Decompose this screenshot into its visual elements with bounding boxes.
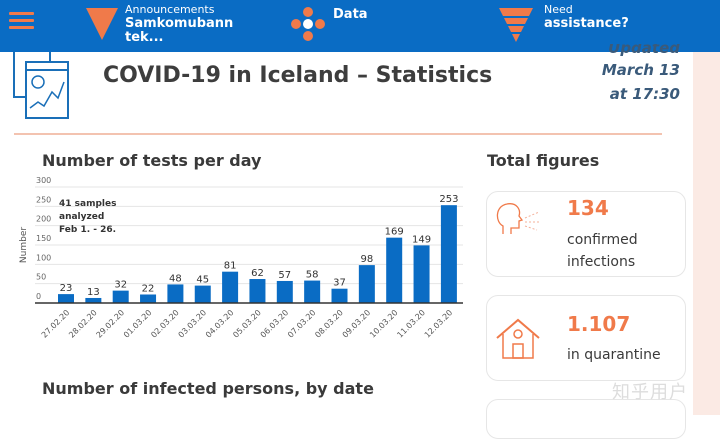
totals-title: Total figures xyxy=(487,151,600,170)
chart-annotation: Feb 1. - 26. xyxy=(59,225,116,235)
assist-top: Need xyxy=(544,3,573,16)
updated-time: at 17:30 xyxy=(609,85,680,103)
data-label: 48 xyxy=(169,273,182,284)
nav-assistance[interactable]: Need assistance? xyxy=(544,3,629,31)
menu-icon[interactable] xyxy=(9,12,34,29)
top-nav: Announcements Samkomubann tek... Data Ne… xyxy=(0,0,720,52)
data-label: Data xyxy=(333,7,368,22)
y-tick-label: 200 xyxy=(36,215,51,224)
data-label: 253 xyxy=(439,194,458,205)
card-quarantine: 1.107 in quarantine xyxy=(486,295,686,381)
data-icon xyxy=(291,7,325,41)
data-label: 45 xyxy=(196,275,209,286)
confirmed-count: 134 xyxy=(567,196,609,220)
watermark: 知乎用户 xyxy=(612,382,688,403)
bar xyxy=(249,279,266,303)
confirmed-label: confirmed infections xyxy=(567,232,638,270)
data-label: 149 xyxy=(412,234,431,245)
bar xyxy=(386,237,403,303)
y-tick-label: 150 xyxy=(36,234,51,243)
nav-announcements[interactable]: Announcements Samkomubann tek... xyxy=(125,3,240,45)
updated-date: March 13 xyxy=(601,61,680,79)
bar xyxy=(331,288,348,303)
right-margin xyxy=(693,0,720,415)
x-tick-label: 29.02.20 xyxy=(95,308,127,340)
card-next xyxy=(486,399,686,439)
chart-title: Number of tests per day xyxy=(42,151,262,170)
card-confirmed-infections: 134 confirmed infections xyxy=(486,191,686,277)
assistance-icon xyxy=(499,8,533,42)
y-tick-label: 250 xyxy=(36,195,51,204)
x-tick-label: 04.03.20 xyxy=(204,308,236,340)
x-tick-label: 07.03.20 xyxy=(286,308,318,340)
y-axis-label: Number xyxy=(19,227,29,263)
data-label: 32 xyxy=(114,280,127,291)
updated-timestamp: Updated March 13 at 17:30 xyxy=(590,44,680,106)
data-label: 98 xyxy=(360,254,373,265)
nav-data[interactable]: Data xyxy=(333,8,368,22)
bar xyxy=(194,285,211,303)
bar xyxy=(112,290,129,303)
bar xyxy=(413,245,430,303)
x-tick-label: 01.03.20 xyxy=(122,308,154,340)
updated-label: Updated xyxy=(608,44,680,57)
bar xyxy=(304,280,321,303)
x-tick-label: 02.03.20 xyxy=(149,308,181,340)
page-title: COVID-19 in Iceland – Statistics xyxy=(103,63,493,88)
x-tick-label: 03.03.20 xyxy=(177,308,209,340)
bar xyxy=(140,294,157,303)
tests-per-day-chart: 0 50 100 150 200 250 300 Number 41 samples analyz… xyxy=(19,176,463,340)
y-tick-label: 50 xyxy=(36,273,46,282)
bar xyxy=(58,294,74,303)
x-tick-label: 12.03.20 xyxy=(423,308,455,340)
x-tick-label: 09.03.20 xyxy=(341,308,373,340)
chart-annotation: analyzed xyxy=(59,212,104,222)
assist-bottom: assistance? xyxy=(544,16,629,31)
person-coughing-icon xyxy=(496,203,541,234)
chart-annotation: 41 samples xyxy=(59,199,116,209)
bar xyxy=(85,297,102,303)
bar xyxy=(440,205,457,303)
x-tick-label: 28.02.20 xyxy=(67,308,99,340)
x-tick-label: 27.02.20 xyxy=(40,308,72,340)
data-label: 81 xyxy=(224,261,237,272)
quarantine-count: 1.107 xyxy=(567,312,631,336)
data-label: 37 xyxy=(333,278,346,289)
x-tick-label: 10.03.20 xyxy=(368,308,400,340)
data-label: 58 xyxy=(306,270,319,281)
bar xyxy=(276,280,293,303)
data-label: 62 xyxy=(251,268,264,279)
bar xyxy=(358,265,375,303)
statistics-icon xyxy=(13,52,69,119)
y-tick-label: 0 xyxy=(36,292,41,301)
y-tick-label: 300 xyxy=(36,176,51,185)
data-label: 13 xyxy=(87,287,100,298)
divider xyxy=(14,133,662,135)
bar xyxy=(167,284,184,303)
section-infected-title: Number of infected persons, by date xyxy=(42,379,374,398)
x-tick-label: 05.03.20 xyxy=(231,308,263,340)
y-tick-label: 100 xyxy=(36,253,51,262)
x-tick-label: 08.03.20 xyxy=(313,308,345,340)
announcements-label: Announcements xyxy=(125,3,215,16)
quarantine-label: in quarantine xyxy=(567,347,661,363)
house-icon xyxy=(496,318,540,359)
data-label: 57 xyxy=(278,270,291,281)
data-label: 169 xyxy=(385,227,404,238)
x-tick-label: 11.03.20 xyxy=(395,308,427,340)
x-tick-label: 06.03.20 xyxy=(259,308,291,340)
bar xyxy=(222,271,239,303)
data-label: 23 xyxy=(60,283,73,294)
announcement-triangle-icon xyxy=(86,8,118,40)
announcements-text: Samkomubann tek... xyxy=(125,16,234,45)
data-label: 22 xyxy=(142,283,155,294)
